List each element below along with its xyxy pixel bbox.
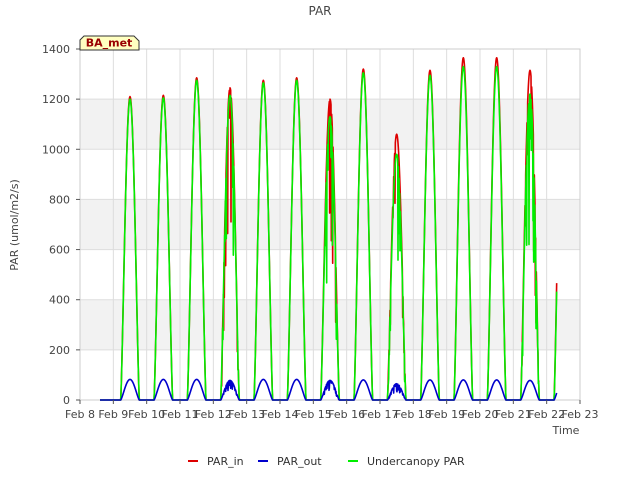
x-tick-label: Feb 23 [562, 408, 599, 421]
y-axis-ticks: 0 200 400 600 800 1000 1200 1400 [42, 43, 80, 407]
x-tick-label: Feb 19 [428, 408, 465, 421]
legend-item: PAR_out [258, 455, 322, 468]
x-tick-label: Feb 13 [228, 408, 265, 421]
x-tick-label: Feb 18 [395, 408, 432, 421]
plot-frame [79, 48, 581, 401]
y-tick-label: 800 [49, 193, 70, 206]
series-line-par_out [99, 378, 558, 401]
series-layer [99, 56, 558, 401]
x-tick-label: Feb 9 [98, 408, 128, 421]
chart-title: PAR [308, 4, 331, 18]
y-tick-label: 600 [49, 244, 70, 257]
x-tick-label: Feb 22 [528, 408, 565, 421]
x-tick-label: Feb 11 [162, 408, 199, 421]
legend: PAR_in PAR_out Undercanopy PAR [188, 455, 465, 468]
x-tick-label: Feb 20 [462, 408, 499, 421]
y-tick-label: 200 [49, 344, 70, 357]
y-tick-label: 0 [63, 394, 70, 407]
y-tick-label: 1000 [42, 143, 70, 156]
x-tick-label: Feb 8 [65, 408, 95, 421]
legend-item: Undercanopy PAR [348, 455, 465, 468]
legend-label: PAR_in [207, 455, 244, 468]
x-tick-label: Feb 15 [295, 408, 332, 421]
legend-item: PAR_in [188, 455, 244, 468]
y-tick-label: 1400 [42, 43, 70, 56]
band-1 [80, 299, 580, 350]
site-badge: BA_met [79, 35, 140, 51]
x-tick-label: Feb 14 [262, 408, 299, 421]
x-axis-label: Time [552, 424, 580, 437]
y-axis-label: PAR (umol/m2/s) [8, 179, 21, 271]
x-tick-label: Feb 17 [362, 408, 399, 421]
site-badge-label: BA_met [86, 37, 133, 50]
x-tick-label: Feb 16 [328, 408, 365, 421]
y-tick-label: 1200 [42, 93, 70, 106]
legend-label: PAR_out [277, 455, 322, 468]
y-tick-label: 400 [49, 294, 70, 307]
x-tick-label: Feb 10 [128, 408, 165, 421]
x-tick-label: Feb 21 [495, 408, 532, 421]
legend-label: Undercanopy PAR [367, 455, 465, 468]
x-tick-label: Feb 12 [195, 408, 232, 421]
